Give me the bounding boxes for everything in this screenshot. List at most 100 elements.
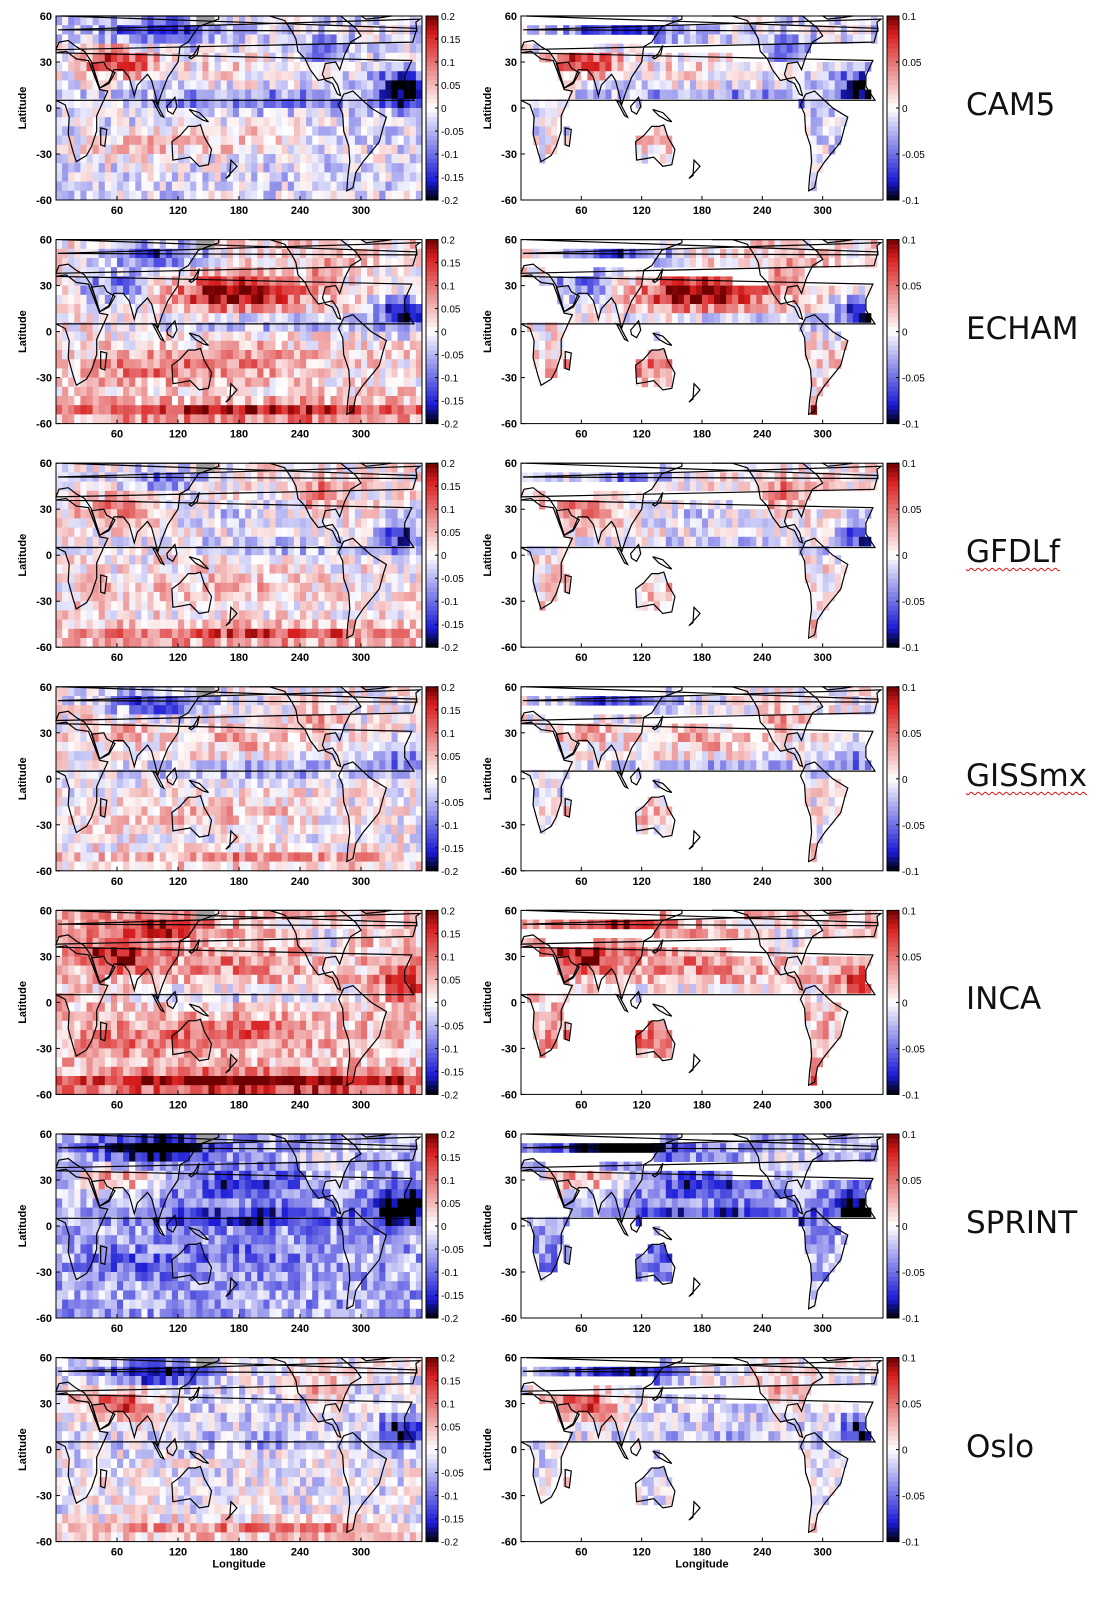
heatmap-cell <box>141 340 148 351</box>
colorbar-tick-label: 0.1 <box>902 12 916 23</box>
heatmap-cell <box>239 154 246 164</box>
heatmap-cell <box>361 25 368 35</box>
heatmap-cell <box>293 304 301 314</box>
coastline <box>712 239 824 321</box>
heatmap-cell <box>287 490 295 501</box>
heatmap-cell <box>385 89 392 100</box>
heatmap-cell <box>141 304 148 314</box>
heatmap-cell <box>281 396 289 406</box>
heatmap-cell <box>56 368 63 378</box>
heatmap-cell <box>545 144 552 155</box>
heatmap-cell <box>695 276 703 286</box>
colorbar-tick-label: -0.05 <box>902 150 925 161</box>
heatmap-cell <box>245 34 252 44</box>
heatmap-cell <box>391 350 398 360</box>
colorbar-segment <box>887 131 899 136</box>
heatmap-cell <box>135 536 142 547</box>
heatmap-cell <box>653 80 661 90</box>
heatmap-cell <box>354 350 362 360</box>
heatmap-cell <box>275 98 283 109</box>
heatmap-cell <box>361 163 368 173</box>
coastline <box>171 124 213 167</box>
heatmap-cell <box>342 377 350 388</box>
heatmap-cell <box>726 89 733 100</box>
heatmap-cell <box>409 98 417 109</box>
heatmap-cell <box>300 340 307 351</box>
heatmap-cell <box>159 331 167 342</box>
heatmap-cell <box>593 80 600 90</box>
heatmap-cell <box>165 80 173 90</box>
heatmap-cell <box>665 276 673 286</box>
heatmap-cell <box>792 285 799 296</box>
heatmap-cell <box>385 414 392 424</box>
heatmap-cell <box>153 80 161 90</box>
heatmap-cell <box>379 414 386 424</box>
heatmap-cell <box>123 509 130 519</box>
heatmap-cell <box>74 518 81 528</box>
heatmap-cell <box>354 509 362 519</box>
heatmap-cell <box>293 108 301 118</box>
colorbar-tick-label: -0.2 <box>441 196 459 207</box>
heatmap-cell <box>397 396 405 406</box>
heatmap-cell <box>269 509 276 519</box>
heatmap-cell <box>80 463 87 473</box>
heatmap-cell <box>226 285 234 296</box>
heatmap-cell <box>123 34 130 44</box>
heatmap-cell <box>257 16 264 26</box>
heatmap-cell <box>220 628 228 639</box>
heatmap-cell <box>293 89 301 100</box>
y-axis-label: Latitude <box>17 534 29 577</box>
heatmap-cell <box>306 527 313 538</box>
heatmap-cell <box>415 592 423 602</box>
heatmap-cell <box>379 43 386 54</box>
heatmap-cell <box>665 144 673 155</box>
heatmap-cell <box>74 555 81 565</box>
heatmap-cell <box>80 313 87 323</box>
heatmap-cell <box>557 117 564 127</box>
heatmap-cell <box>726 25 733 35</box>
colorbar-tick-label: 0.05 <box>902 58 922 69</box>
coastline <box>151 98 166 119</box>
heatmap-cell <box>391 340 398 351</box>
heatmap-cell <box>220 340 228 351</box>
heatmap-cell <box>147 267 154 277</box>
heatmap-cell <box>147 582 154 593</box>
heatmap-cell <box>232 239 240 250</box>
heatmap-cell <box>129 340 136 351</box>
colorbar-segment <box>426 359 438 365</box>
heatmap-cell <box>557 126 564 136</box>
heatmap-cell <box>263 536 270 547</box>
heatmap-cell <box>232 16 240 26</box>
heatmap-cell <box>165 16 173 26</box>
heatmap-cell <box>239 80 246 90</box>
heatmap-cell <box>318 405 325 415</box>
y-tick-label: -60 <box>36 195 52 207</box>
heatmap-cell <box>726 248 733 259</box>
heatmap-cell <box>153 564 161 574</box>
heatmap-cell <box>804 117 811 127</box>
heatmap-cell <box>587 285 594 296</box>
heatmap-cell <box>86 294 93 305</box>
heatmap-cell <box>117 304 124 314</box>
heatmap-cell <box>104 350 112 360</box>
heatmap-cell <box>354 564 362 574</box>
heatmap-cell <box>68 564 75 574</box>
heatmap-cell <box>92 89 100 100</box>
heatmap-cell <box>756 80 763 90</box>
colorbar: 0.20.150.10.050-0.05-0.1-0.15-0.2 <box>425 459 464 654</box>
heatmap-cell <box>798 80 805 90</box>
heatmap-cell <box>159 481 167 492</box>
heatmap-cell <box>379 322 386 332</box>
heatmap-cell <box>864 89 872 100</box>
heatmap-cell <box>80 638 87 648</box>
heatmap-cell <box>330 546 337 556</box>
heatmap-cell <box>348 619 356 630</box>
heatmap-cell <box>287 285 295 296</box>
heatmap-cell <box>135 163 142 173</box>
heatmap-cell <box>373 154 380 164</box>
heatmap-cell <box>312 52 319 63</box>
heatmap-cell <box>153 71 161 81</box>
heatmap-cell <box>104 619 112 630</box>
heatmap-cell <box>153 258 161 268</box>
heatmap-cell <box>373 481 380 492</box>
